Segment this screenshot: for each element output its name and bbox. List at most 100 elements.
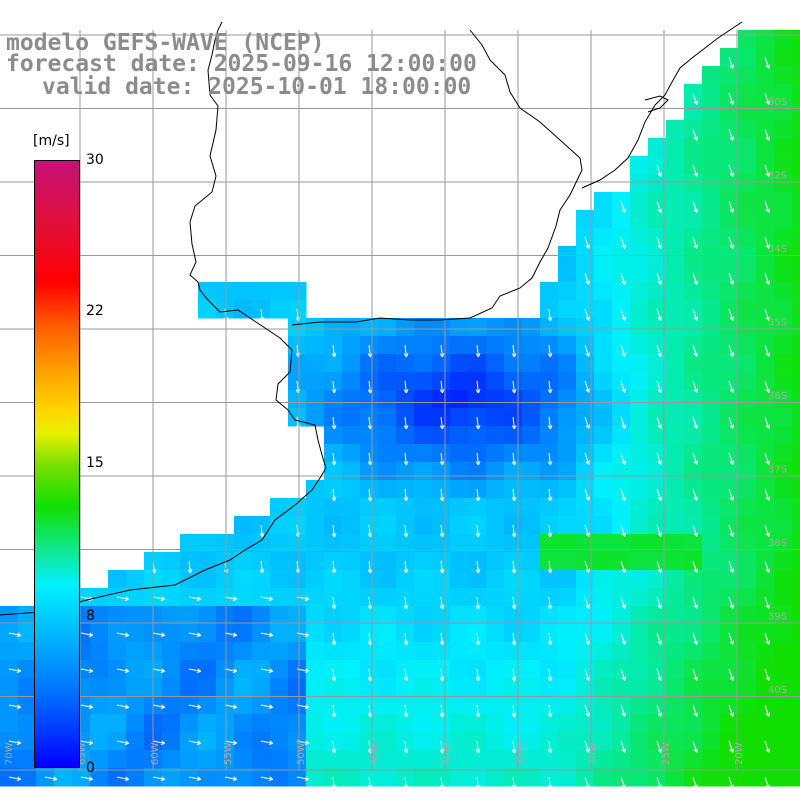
wind-cell <box>648 750 667 769</box>
wind-arrow <box>403 704 409 718</box>
wind-cell <box>756 642 775 661</box>
wind-cell <box>738 426 757 445</box>
wind-cell <box>792 516 800 535</box>
wind-cell <box>774 264 793 283</box>
wind-cell <box>126 714 145 733</box>
wind-cell <box>360 390 379 409</box>
wind-cell <box>702 570 721 589</box>
wind-cell <box>450 462 469 481</box>
wind-cell <box>684 102 703 121</box>
wind-cell <box>558 408 577 427</box>
wind-cell <box>666 642 685 661</box>
wind-cell <box>360 534 379 553</box>
wind-arrow <box>439 668 445 682</box>
lat-label: 38S <box>768 538 787 549</box>
wind-cell <box>414 336 433 355</box>
wind-cell <box>0 714 19 733</box>
wind-cell <box>792 732 800 751</box>
wind-cell <box>378 444 397 463</box>
wind-cell <box>396 534 415 553</box>
wind-cell <box>774 228 793 247</box>
wind-cell <box>792 426 800 445</box>
wind-cell <box>756 66 775 85</box>
wind-cell <box>468 534 487 553</box>
wind-cell <box>738 768 757 787</box>
wind-cell <box>684 354 703 373</box>
wind-cell <box>324 714 343 733</box>
wind-cell <box>270 300 289 319</box>
wind-cell <box>756 714 775 733</box>
lon-label: 65W <box>77 742 88 765</box>
lat-label: 39S <box>768 612 787 623</box>
wind-cell <box>486 480 505 499</box>
wind-cell <box>648 210 667 229</box>
wind-cell <box>774 156 793 175</box>
wind-cell <box>702 624 721 643</box>
wind-arrow <box>188 668 202 674</box>
wind-cell <box>612 714 631 733</box>
wind-cell <box>774 192 793 211</box>
wind-cell <box>738 84 757 103</box>
wind-arrow <box>584 236 590 249</box>
wind-cell <box>702 426 721 445</box>
wind-cell <box>126 570 145 589</box>
wind-cell <box>702 228 721 247</box>
wind-cell <box>792 156 800 175</box>
wind-cell <box>234 642 253 661</box>
wind-cell <box>576 282 595 301</box>
wind-arrow <box>547 524 553 538</box>
wind-cell <box>342 732 361 751</box>
wind-arrow <box>620 632 626 645</box>
wind-cell <box>324 498 343 517</box>
wind-cell <box>378 480 397 499</box>
wind-cell <box>774 354 793 373</box>
wind-arrow <box>152 632 166 638</box>
wind-cell <box>648 570 667 589</box>
wind-arrow <box>475 596 481 610</box>
wind-cell <box>666 714 685 733</box>
wind-cell <box>504 606 523 625</box>
wind-cell <box>738 732 757 751</box>
wind-arrow <box>656 560 662 573</box>
wind-cell <box>414 318 433 337</box>
wind-cell <box>720 102 739 121</box>
wind-cell <box>162 642 181 661</box>
wind-cell <box>756 30 775 49</box>
wind-cell <box>486 498 505 517</box>
wind-cell <box>612 462 631 481</box>
wind-cell <box>306 390 325 409</box>
wind-cell <box>666 120 685 139</box>
wind-cell <box>792 570 800 589</box>
wind-cell <box>756 390 775 409</box>
wind-cell <box>594 300 613 319</box>
wind-cell <box>558 264 577 283</box>
wind-cell <box>630 390 649 409</box>
wind-cell <box>792 390 800 409</box>
wind-cell <box>594 768 613 787</box>
wind-cell <box>342 534 361 553</box>
wind-cell <box>522 732 541 751</box>
wind-arrow <box>152 596 166 602</box>
lon-label: 70W <box>4 742 15 765</box>
wind-arrow <box>259 308 265 322</box>
wind-cell <box>792 354 800 373</box>
wind-cell <box>450 732 469 751</box>
wind-cell <box>594 408 613 427</box>
wind-cell <box>90 732 109 751</box>
wind-cell <box>432 606 451 625</box>
lon-label: 30W <box>588 742 599 765</box>
wind-cell <box>18 750 37 769</box>
wind-arrow <box>403 380 409 394</box>
wind-cell <box>90 768 109 787</box>
wind-cell <box>576 498 595 517</box>
wind-cell <box>342 552 361 571</box>
wind-cell <box>306 696 325 715</box>
wind-cell <box>504 426 523 445</box>
wind-cell <box>378 336 397 355</box>
wind-cell <box>126 588 145 607</box>
wind-arrow <box>547 380 553 394</box>
wind-cell <box>702 696 721 715</box>
wind-cell <box>774 48 793 67</box>
wind-cell <box>90 606 109 625</box>
